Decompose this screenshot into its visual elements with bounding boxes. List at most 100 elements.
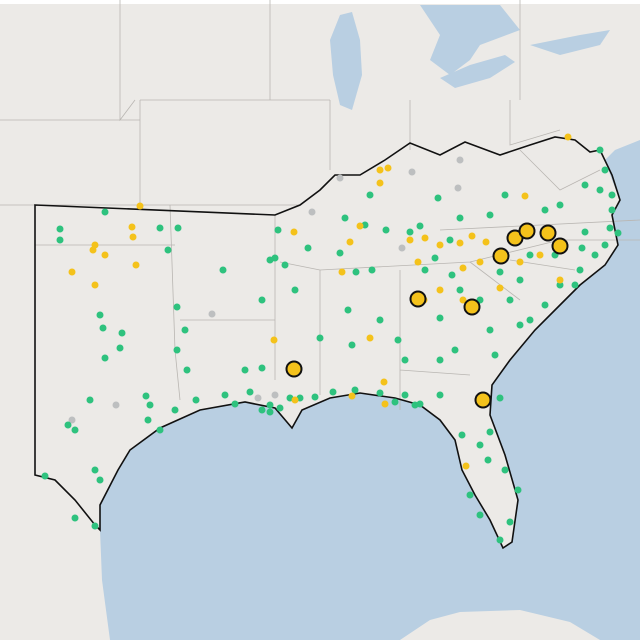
- station-green: [116, 344, 124, 352]
- station-green: [171, 406, 179, 414]
- station-green: [451, 346, 459, 354]
- station-yellow: [290, 228, 298, 236]
- station-green: [434, 194, 442, 202]
- station-green: [496, 394, 504, 402]
- station-green: [366, 191, 374, 199]
- station-gray: [254, 394, 262, 402]
- station-gray: [68, 416, 76, 424]
- station-green: [258, 406, 266, 414]
- station-green: [241, 366, 249, 374]
- station-green: [476, 441, 484, 449]
- station-green: [581, 228, 589, 236]
- station-green: [601, 166, 609, 174]
- station-green: [64, 421, 72, 429]
- station-green: [416, 222, 424, 230]
- station-green: [351, 386, 359, 394]
- station-yellow: [338, 268, 346, 276]
- station-yellow: [482, 238, 490, 246]
- station-green: [596, 186, 604, 194]
- station-green: [491, 351, 499, 359]
- station-green: [608, 191, 616, 199]
- station-green: [41, 472, 49, 480]
- station-green: [219, 266, 227, 274]
- station-green: [183, 366, 191, 374]
- station-green: [436, 314, 444, 322]
- station-green: [266, 256, 274, 264]
- station-green: [91, 522, 99, 530]
- station-green: [606, 224, 614, 232]
- station-green: [266, 401, 274, 409]
- lake-ontario: [530, 30, 610, 55]
- station-green: [484, 456, 492, 464]
- station-green: [526, 316, 534, 324]
- station-green: [174, 224, 182, 232]
- top-strip: [0, 0, 640, 4]
- station-highlight: [492, 247, 510, 265]
- station-green: [556, 201, 564, 209]
- station-green: [101, 354, 109, 362]
- station-yellow: [132, 261, 140, 269]
- station-green: [496, 268, 504, 276]
- station-green: [591, 251, 599, 259]
- station-green: [156, 426, 164, 434]
- station-green: [101, 208, 109, 216]
- station-green: [316, 334, 324, 342]
- station-highlight: [539, 224, 557, 242]
- station-green: [486, 326, 494, 334]
- station-yellow: [129, 233, 137, 241]
- station-green: [541, 301, 549, 309]
- station-green: [571, 281, 579, 289]
- station-green: [436, 356, 444, 364]
- station-gray: [308, 208, 316, 216]
- station-green: [382, 226, 390, 234]
- station-yellow: [456, 239, 464, 247]
- station-green: [466, 491, 474, 499]
- station-green: [71, 514, 79, 522]
- station-green: [281, 261, 289, 269]
- station-green: [91, 466, 99, 474]
- station-green: [352, 268, 360, 276]
- station-yellow: [348, 392, 356, 400]
- station-green: [401, 391, 409, 399]
- station-green: [311, 393, 319, 401]
- station-yellow: [128, 223, 136, 231]
- lake-michigan: [330, 12, 362, 110]
- station-green: [99, 324, 107, 332]
- station-green: [608, 206, 616, 214]
- station-yellow: [384, 164, 392, 172]
- station-green: [456, 214, 464, 222]
- station-green: [146, 401, 154, 409]
- station-green: [142, 392, 150, 400]
- station-green: [446, 236, 454, 244]
- station-highlight: [285, 360, 303, 378]
- station-green: [96, 311, 104, 319]
- station-green: [506, 518, 514, 526]
- station-green: [291, 286, 299, 294]
- station-green: [436, 391, 444, 399]
- station-highlight: [474, 391, 492, 409]
- station-yellow: [536, 251, 544, 259]
- station-green: [514, 486, 522, 494]
- station-green: [336, 249, 344, 257]
- station-green: [506, 296, 514, 304]
- station-green: [56, 236, 64, 244]
- station-yellow: [459, 264, 467, 272]
- station-green: [448, 271, 456, 279]
- station-green: [578, 244, 586, 252]
- ocean: [100, 140, 640, 640]
- station-green: [266, 408, 274, 416]
- station-green: [276, 404, 284, 412]
- station-yellow: [564, 133, 572, 141]
- station-green: [164, 246, 172, 254]
- station-yellow: [496, 284, 504, 292]
- station-gray: [208, 310, 216, 318]
- station-green: [456, 286, 464, 294]
- station-green: [614, 229, 622, 237]
- station-yellow: [476, 258, 484, 266]
- station-green: [556, 281, 564, 289]
- station-green: [486, 211, 494, 219]
- station-green: [258, 296, 266, 304]
- station-gray: [336, 174, 344, 182]
